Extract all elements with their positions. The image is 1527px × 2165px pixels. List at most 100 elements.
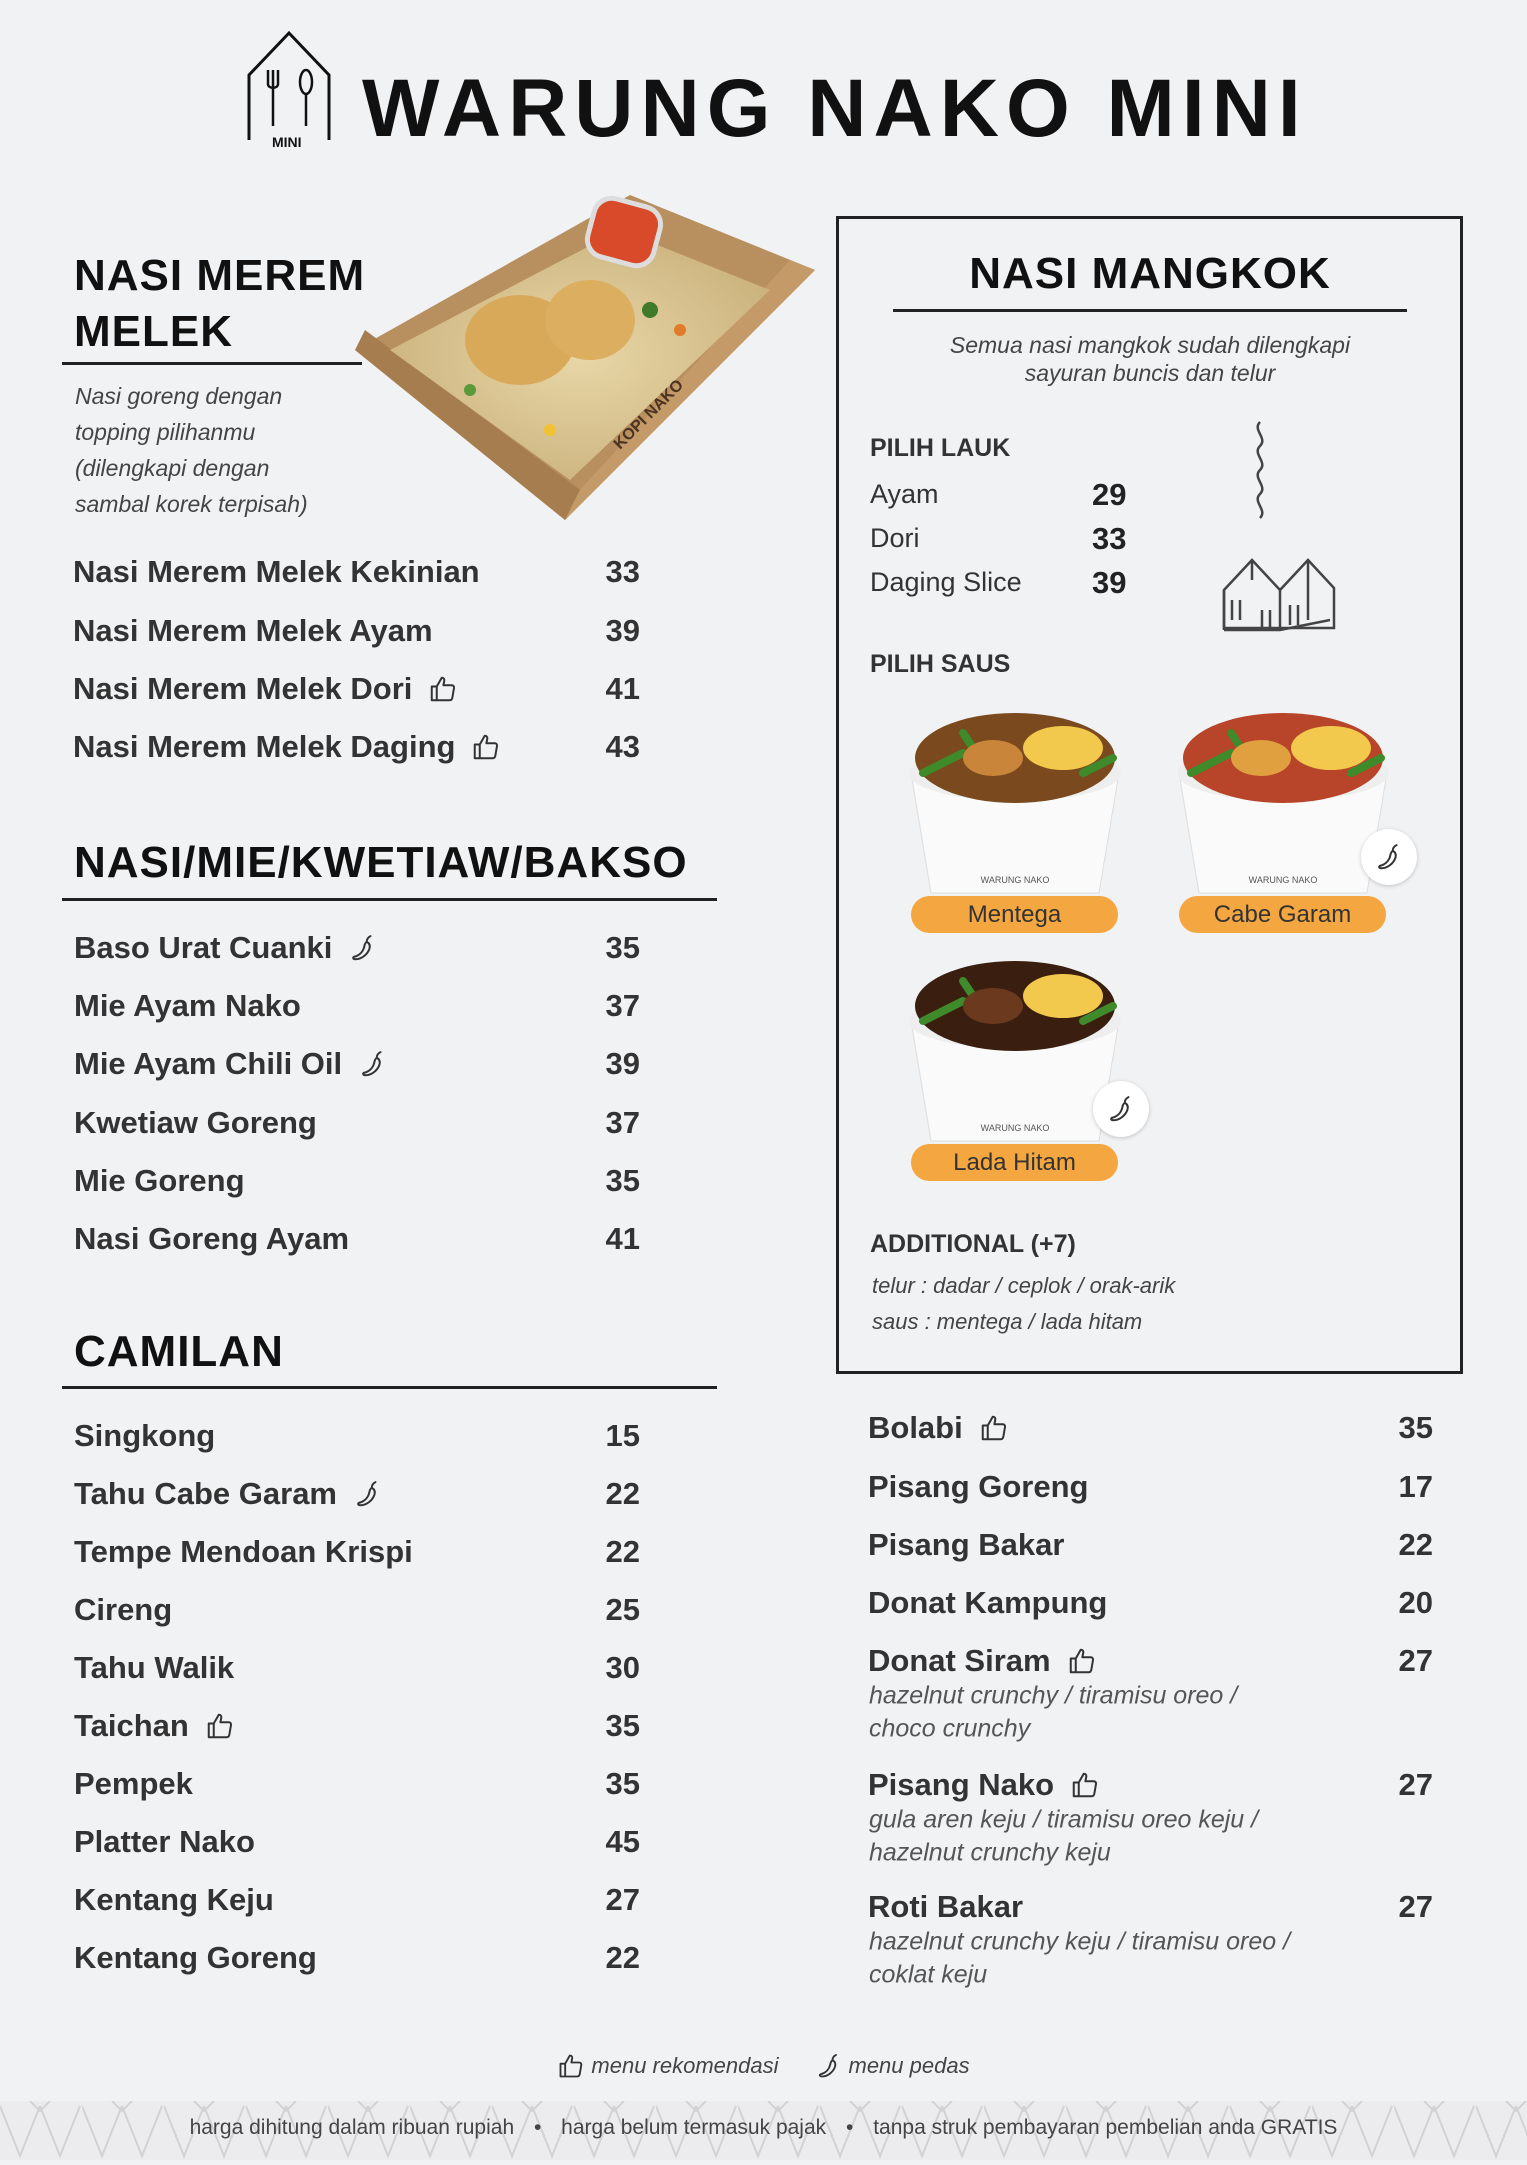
item-price: 45 (605, 1824, 640, 1859)
saus-option[interactable]: WARUNG NAKO Mentega (903, 703, 1127, 938)
item-price: 25 (605, 1592, 640, 1627)
menu-item[interactable]: Platter Nako (74, 1824, 255, 1860)
menu-item[interactable]: Mie Ayam Chili Oil (74, 1046, 388, 1082)
item-name: Nasi Merem Melek Daging (73, 729, 456, 764)
menu-item[interactable]: Tempe Mendoan Krispi (74, 1534, 413, 1570)
menu-item[interactable]: Nasi Goreng Ayam (74, 1221, 349, 1257)
rice-bowl-image: WARUNG NAKO (909, 713, 1121, 894)
subtitle-line: sayuran buncis dan telur (1024, 360, 1276, 386)
item-name: Roti Bakar (868, 1889, 1024, 1924)
item-options: hazelnut crunchy keju (869, 1838, 1111, 1867)
title-line: MELEK (74, 307, 233, 356)
saus-label: Mentega (911, 896, 1118, 933)
chili-icon (358, 1049, 388, 1079)
item-price: 22 (605, 1476, 640, 1511)
item-price: 20 (1398, 1585, 1433, 1620)
menu-item[interactable]: Cireng (74, 1592, 172, 1628)
menu-item[interactable]: Kwetiaw Goreng (74, 1105, 317, 1141)
item-options: choco crunchy (869, 1714, 1031, 1743)
item-price: 39 (605, 613, 640, 648)
desc-line: Nasi goreng dengan (75, 383, 283, 409)
desc-line: sambal korek terpisah) (75, 491, 308, 517)
item-name: Tempe Mendoan Krispi (74, 1534, 413, 1569)
saus-option[interactable]: WARUNG NAKO Cabe Garam (1171, 703, 1417, 938)
chili-icon (353, 1479, 383, 1509)
additional-line: saus : mentega / lada hitam (872, 1309, 1143, 1334)
rice-bowl-image: WARUNG NAKO (1177, 713, 1389, 894)
item-price: 33 (605, 554, 640, 589)
subtitle-line: Semua nasi mangkok sudah dilengkapi (949, 332, 1351, 358)
menu-item[interactable]: Tahu Walik (74, 1650, 234, 1686)
item-price: 35 (605, 1766, 640, 1801)
footer-notes: harga dihitung dalam ribuan rupiah • har… (0, 2116, 1527, 2140)
restaurant-title: WARUNG NAKO MINI (362, 63, 1308, 154)
item-name: Pisang Nako (868, 1767, 1055, 1802)
additional-label: ADDITIONAL (+7) (870, 1230, 1076, 1258)
menu-item[interactable]: Taichan (74, 1708, 235, 1744)
section-title-merem: NASI MEREM MELEK (74, 248, 365, 360)
menu-item[interactable]: Mie Ayam Nako (74, 988, 301, 1024)
menu-item[interactable]: Nasi Merem Melek Kekinian (73, 554, 480, 590)
thumbs-up-icon (428, 674, 458, 704)
chili-badge (1361, 829, 1417, 885)
additional-line: telur : dadar / ceplok / orak-arik (872, 1273, 1176, 1298)
menu-item[interactable]: Pisang Nako (868, 1767, 1100, 1803)
legend-recommend: menu rekomendasi (591, 2053, 779, 2078)
menu-item[interactable]: Baso Urat Cuanki (74, 930, 378, 966)
item-price: 35 (1398, 1410, 1433, 1445)
menu-item[interactable]: Pempek (74, 1766, 193, 1802)
item-price: 30 (605, 1650, 640, 1685)
separator: • (846, 2116, 854, 2139)
item-price: 27 (605, 1882, 640, 1917)
item-name: Baso Urat Cuanki (74, 930, 333, 965)
menu-item[interactable]: Nasi Merem Melek Dori (73, 671, 458, 707)
footer-note: harga belum termasuk pajak (561, 2116, 827, 2139)
item-name: Mie Ayam Nako (74, 988, 301, 1023)
menu-item[interactable]: Tahu Cabe Garam (74, 1476, 383, 1512)
pilih-saus-label: PILIH SAUS (870, 650, 1011, 678)
menu-item[interactable]: Singkong (74, 1418, 215, 1454)
additional-options: telur : dadar / ceplok / orak-arik saus … (872, 1268, 1175, 1340)
footer-pattern (0, 2101, 1527, 2160)
item-name: Kentang Keju (74, 1882, 274, 1917)
logo: MINI (246, 30, 332, 154)
menu-item[interactable]: Kentang Keju (74, 1882, 274, 1918)
lauk-option[interactable]: Daging Slice (870, 567, 1022, 597)
house-fork-spoon-icon (247, 30, 331, 140)
menu-item[interactable]: Kentang Goreng (74, 1940, 317, 1976)
legend: menu rekomendasi menu pedas (0, 2052, 1527, 2080)
item-name: Nasi Merem Melek Ayam (73, 613, 433, 648)
item-price: 39 (605, 1046, 640, 1081)
item-price: 35 (605, 930, 640, 965)
section-title-mangkok: NASI MANGKOK (969, 249, 1331, 298)
menu-item[interactable]: Nasi Merem Melek Daging (73, 729, 501, 765)
menu-item[interactable]: Donat Kampung (868, 1585, 1107, 1621)
item-price: 37 (605, 988, 640, 1023)
item-price: 22 (605, 1534, 640, 1569)
steaming-house-icon (1222, 421, 1336, 632)
menu-item[interactable]: Mie Goreng (74, 1163, 245, 1199)
item-name: Nasi Merem Melek Kekinian (73, 554, 480, 589)
item-price: 27 (1398, 1643, 1433, 1678)
menu-item[interactable]: Nasi Merem Melek Ayam (73, 613, 433, 649)
legend-spicy: menu pedas (848, 2053, 970, 2078)
item-name: Cireng (74, 1592, 173, 1627)
item-name: Bolabi (868, 1410, 963, 1445)
lauk-option[interactable]: Dori (870, 523, 920, 553)
menu-item[interactable]: Pisang Goreng (868, 1469, 1088, 1505)
menu-item[interactable]: Donat Siram (868, 1643, 1097, 1679)
menu-item[interactable]: Bolabi (868, 1410, 1009, 1446)
menu-item[interactable]: Roti Bakar (868, 1889, 1023, 1925)
menu-item[interactable]: Pisang Bakar (868, 1527, 1064, 1563)
bowl-text: WARUNG NAKO (1249, 875, 1318, 885)
lauk-price: 29 (1092, 477, 1127, 512)
item-name: Tahu Cabe Garam (74, 1476, 338, 1511)
item-price: 37 (605, 1105, 640, 1140)
lauk-option[interactable]: Ayam (870, 479, 939, 509)
section-rule (893, 309, 1407, 312)
desc-line: (dilengkapi dengan (75, 455, 270, 481)
nasi-mangkok-panel (836, 216, 1463, 1374)
saus-option[interactable]: WARUNG NAKO Lada Hitam (903, 951, 1149, 1186)
logo-text: MINI (272, 134, 302, 150)
item-price: 17 (1398, 1469, 1433, 1504)
